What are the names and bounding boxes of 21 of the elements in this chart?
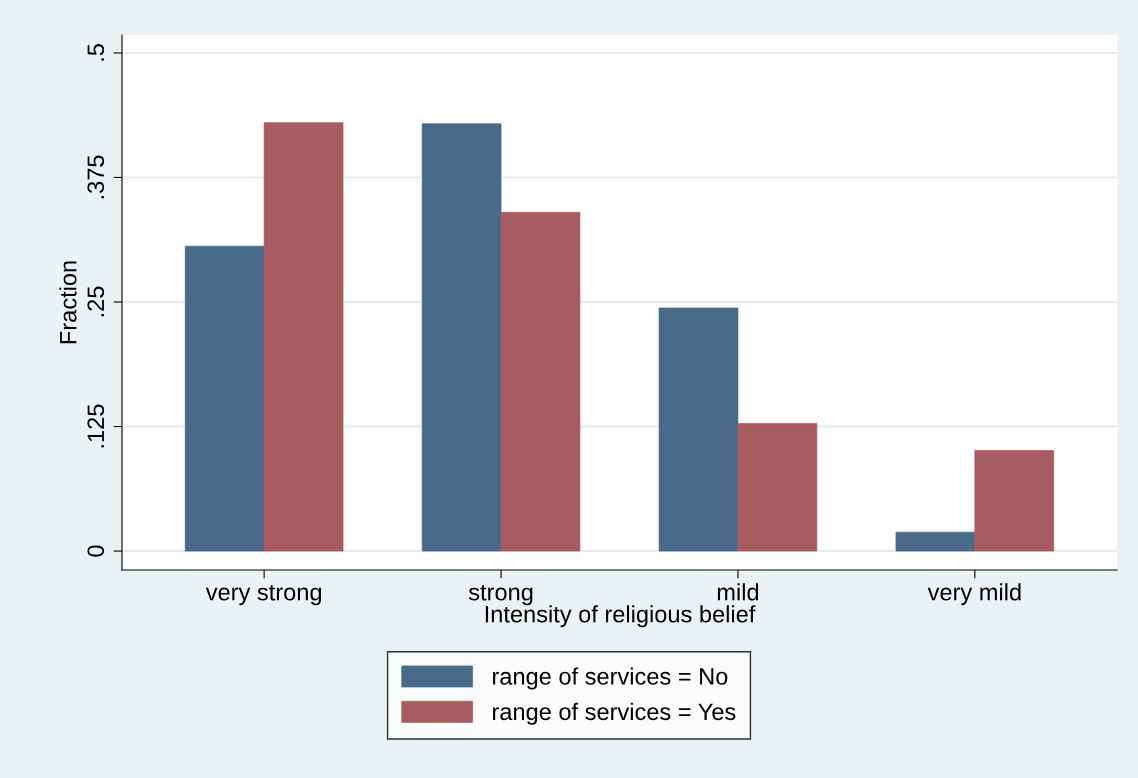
bar [658,307,739,552]
x-axis-title: Intensity of religious belief [485,605,756,628]
y-axis-title: Fraction [59,261,77,344]
bar [184,245,265,552]
y-tick-label: .5 [87,44,105,61]
bar [737,423,818,552]
legend-label: range of services = Yes [493,702,736,725]
legend-label: range of services = No [493,667,728,690]
x-tick-label: very strong [205,585,322,606]
bar [263,122,344,552]
x-tick-label: mild [717,583,759,601]
bar [500,211,581,552]
bar [895,531,976,552]
x-tick-label: strong [468,585,533,606]
x-tick-label: very mild [927,583,1021,606]
y-tick-label: .375 [87,155,105,199]
y-tick-label: 0 [87,545,105,557]
y-tick-label: .125 [87,404,105,448]
bar [974,450,1055,552]
y-tick-label: .25 [87,286,105,317]
bar [421,123,502,552]
